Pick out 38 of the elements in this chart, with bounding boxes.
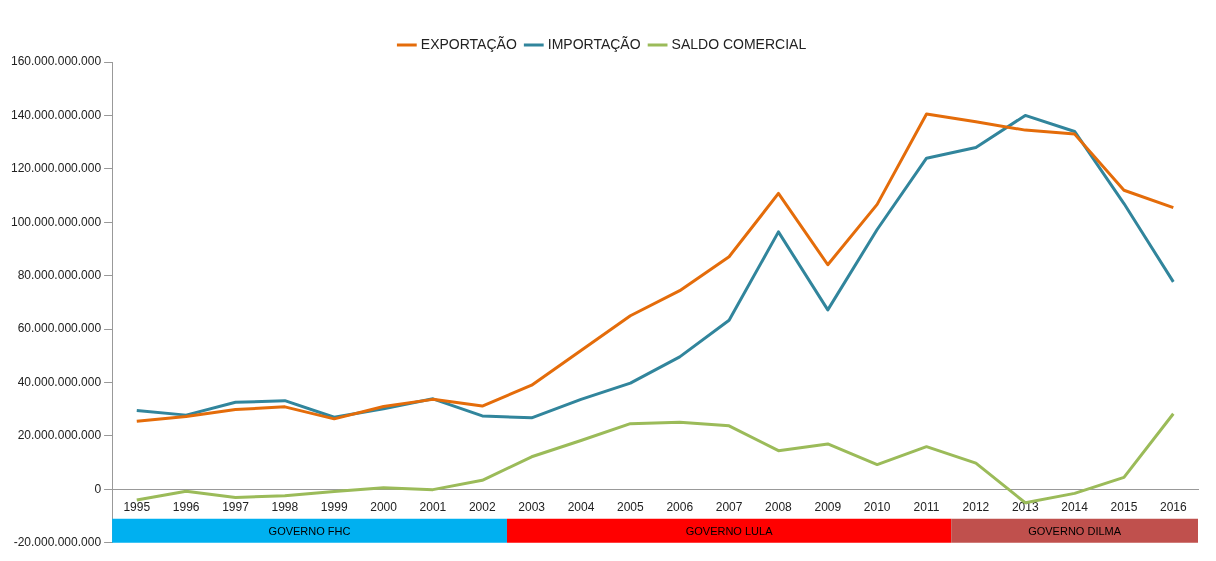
x-tick-label: 2002	[468, 499, 496, 514]
y-tick-label: 140.000.000.000	[10, 107, 102, 122]
legend-label: IMPORTAÇÃO	[547, 35, 641, 52]
y-tick-label: 40.000.000.000	[17, 374, 102, 389]
x-tick-label: 1997	[222, 499, 250, 514]
x-tick-label: 1996	[172, 499, 200, 514]
x-tick-label: 2016	[1159, 499, 1187, 514]
x-tick-label: 2014	[1061, 499, 1089, 514]
x-tick-label: 2000	[370, 499, 398, 514]
x-tick-label: 2011	[913, 499, 940, 514]
y-tick-label: 60.000.000.000	[17, 321, 102, 336]
x-tick-label: 2009	[814, 499, 842, 514]
x-tick-label: 2008	[765, 499, 793, 514]
x-tick-label: 2006	[666, 499, 694, 514]
band-label: GOVERNO LULA	[685, 524, 774, 537]
y-tick-label: 160.000.000.000	[10, 54, 102, 69]
x-tick-label: 2010	[863, 499, 891, 514]
legend-label: SALDO COMERCIAL	[671, 35, 807, 52]
x-tick-label: 1995	[123, 499, 151, 514]
x-tick-label: 2003	[518, 499, 546, 514]
x-tick-label: 2013	[1011, 499, 1039, 514]
x-tick-label: 2007	[715, 499, 743, 514]
x-tick-label: 1998	[271, 499, 299, 514]
x-tick-label: 2012	[962, 499, 990, 514]
y-tick-label: 20.000.000.000	[17, 428, 102, 443]
x-tick-label: 2015	[1110, 499, 1138, 514]
band-label: GOVERNO FHC	[268, 524, 351, 537]
y-tick-label: 100.000.000.000	[10, 214, 102, 229]
x-tick-label: 2005	[617, 499, 645, 514]
y-tick-label: 80.000.000.000	[17, 268, 102, 282]
legend-label: EXPORTAÇÃO	[420, 35, 517, 52]
x-tick-label: 1999	[320, 499, 348, 514]
y-tick-label: -20.000.000.000	[13, 535, 102, 550]
x-tick-label: 2001	[419, 499, 447, 514]
y-tick-label: 0	[94, 481, 102, 496]
band-label: GOVERNO DILMA	[1028, 524, 1122, 537]
x-tick-label: 2004	[567, 499, 595, 514]
y-tick-label: 120.000.000.000	[10, 161, 102, 176]
